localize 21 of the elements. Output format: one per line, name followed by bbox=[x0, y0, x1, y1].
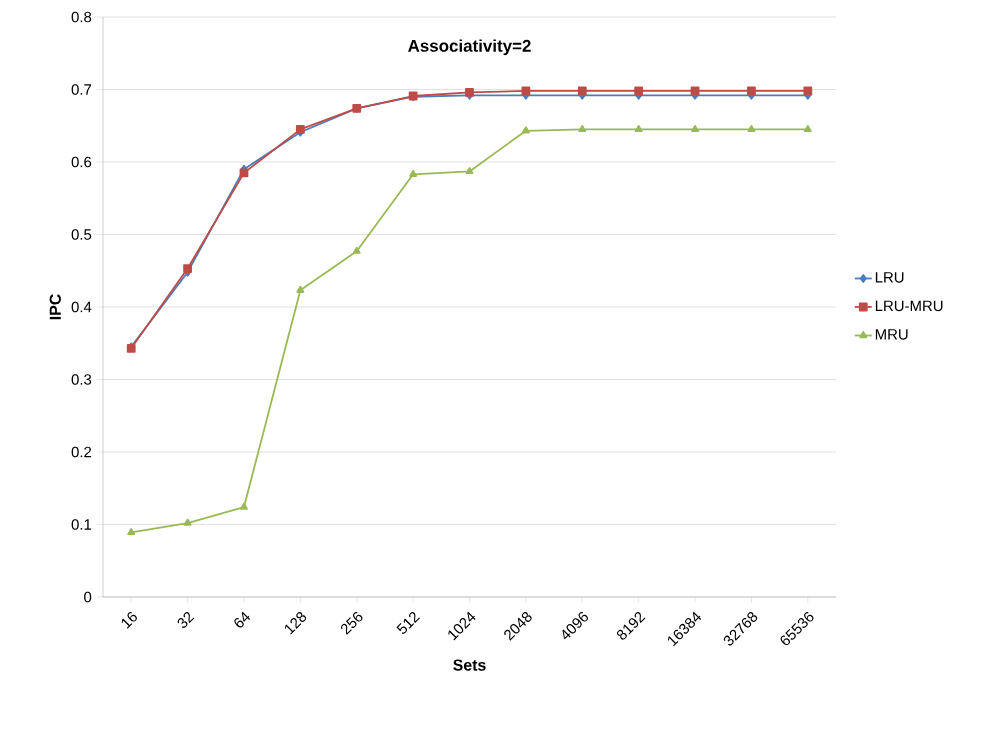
y-tick-label: 0.7 bbox=[71, 84, 92, 95]
legend-label: LRU bbox=[875, 272, 904, 283]
y-tick-label: 0.2 bbox=[71, 446, 92, 458]
x-tick-label: 128 bbox=[285, 612, 307, 635]
x-tick-label: 256 bbox=[340, 612, 363, 635]
y-tick-label: 0.4 bbox=[71, 301, 92, 313]
legend-label: MRU bbox=[875, 329, 908, 340]
y-tick-label: 0.5 bbox=[71, 229, 92, 240]
text: Associativity=2 bbox=[408, 39, 531, 56]
x-tick-label: 64 bbox=[234, 611, 251, 628]
legend-label: LRU-MRU bbox=[875, 300, 943, 312]
x-tick-label: 512 bbox=[396, 612, 420, 634]
x-tick-label: 16 bbox=[121, 612, 137, 629]
x-tick-label: 32 bbox=[177, 612, 195, 628]
x-axis-title: Sets bbox=[453, 659, 486, 671]
y-tick-label: 0.1 bbox=[71, 519, 92, 530]
y-tick-label: 0.8 bbox=[71, 11, 92, 23]
y-tick-label: 0.3 bbox=[71, 374, 92, 385]
y-tick-label: 0 bbox=[84, 591, 92, 603]
y-tick-label: 0.6 bbox=[71, 156, 92, 168]
y-axis-title: IPC bbox=[49, 294, 61, 320]
